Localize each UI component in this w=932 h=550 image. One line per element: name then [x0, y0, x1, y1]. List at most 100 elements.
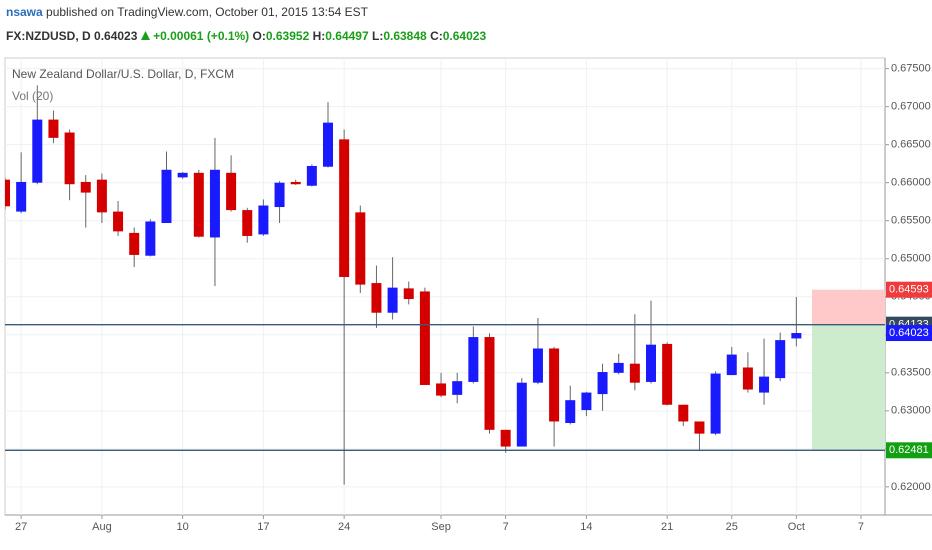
- candle-body: [484, 337, 495, 430]
- candle-body: [209, 169, 220, 238]
- plot-frame: [4, 57, 886, 516]
- candle-body: [258, 205, 269, 235]
- chart-title: New Zealand Dollar/U.S. Dollar, D, FXCM: [12, 67, 234, 81]
- candle-body: [355, 212, 366, 285]
- y-tick-label: 0.66000: [891, 177, 931, 189]
- candle-body: [468, 337, 479, 382]
- candle-body: [16, 181, 27, 212]
- candle-body: [129, 232, 140, 255]
- stop-label-box: [886, 281, 932, 298]
- candle-body: [64, 132, 75, 185]
- candle-body: [306, 165, 317, 186]
- candle-body: [516, 382, 527, 447]
- y-tick-label: 0.65500: [891, 215, 931, 227]
- candle-body: [274, 182, 285, 208]
- candle-body: [339, 139, 350, 277]
- candle-body: [500, 429, 511, 447]
- published-line: nsawa published on TradingView.com, Octo…: [6, 5, 368, 19]
- candle-body: [387, 287, 398, 313]
- candle-body: [646, 344, 656, 382]
- candle-body: [403, 288, 414, 300]
- candle-body: [32, 119, 43, 183]
- l-label: L:: [372, 29, 384, 43]
- price: 0.64023: [94, 29, 138, 43]
- x-tick-label: Aug: [92, 521, 112, 533]
- user[interactable]: nsawa: [6, 5, 43, 19]
- candle-body: [193, 172, 204, 237]
- candle-body: [113, 211, 124, 232]
- candle-body: [613, 362, 624, 373]
- x-tick-label: 7: [503, 521, 509, 533]
- up-arrow: [140, 31, 150, 40]
- x-tick-label: 14: [580, 521, 592, 533]
- candle-body: [145, 221, 156, 256]
- x-tick-label: 17: [257, 521, 269, 533]
- y-tick-label: 0.67000: [891, 101, 931, 113]
- x-tick-label: Oct: [788, 521, 805, 533]
- high: 0.64497: [325, 29, 369, 43]
- y-tick-label: 0.67500: [891, 63, 931, 75]
- candle-body: [5, 179, 10, 207]
- y-tick-label: 0.66500: [891, 139, 931, 151]
- c-label: C:: [430, 29, 443, 43]
- candle-body: [323, 122, 333, 167]
- candle-body: [436, 383, 447, 396]
- candle-body: [452, 381, 463, 395]
- close: 0.64023: [442, 29, 487, 43]
- candle-body: [96, 179, 107, 213]
- stop-label-text: 0.64593: [889, 284, 929, 296]
- plot-area: [5, 58, 885, 515]
- x-tick-label: 24: [338, 521, 350, 533]
- candle-body: [290, 181, 301, 185]
- candle-body: [549, 348, 560, 422]
- candle-body: [226, 172, 237, 211]
- candle-body: [742, 367, 753, 390]
- candle-body: [80, 181, 91, 193]
- candle-body: [759, 376, 770, 393]
- last-price-label-text: 0.64023: [889, 327, 929, 339]
- x-tick-label: 27: [15, 521, 27, 533]
- y-tick-label: 0.65000: [891, 253, 931, 265]
- stop-zone: [812, 289, 885, 325]
- y-tick-label: 0.63000: [891, 405, 931, 417]
- symbol: FX:NZDUSD, D: [6, 29, 91, 43]
- candle-body: [48, 119, 59, 138]
- candle-body: [177, 172, 188, 178]
- candle-body: [726, 354, 737, 376]
- x-tick-label: Sep: [431, 521, 451, 533]
- candle-body: [581, 392, 592, 411]
- candle-body: [597, 372, 608, 395]
- chart-subtitle: Vol (20): [12, 89, 53, 103]
- candle-body: [710, 373, 721, 434]
- candle-body: [678, 404, 689, 422]
- published: published on TradingView.com, October 01…: [46, 5, 369, 19]
- o-label: O:: [252, 29, 266, 43]
- x-tick-label: 21: [661, 521, 673, 533]
- candle-body: [791, 333, 802, 339]
- candle-body: [694, 421, 705, 434]
- candle-body: [629, 363, 640, 383]
- x-tick-label: 7: [858, 521, 864, 533]
- target-zone: [812, 324, 885, 451]
- y-tick-label: 0.63500: [891, 367, 931, 379]
- level-label-box: [886, 442, 932, 459]
- symbol-line: FX:NZDUSD, D 0.64023 +0.00061 (+0.1%) O:…: [6, 29, 486, 43]
- header: nsawa published on TradingView.com, Octo…: [0, 0, 932, 52]
- last-price-label-box: [886, 325, 932, 342]
- candle-body: [565, 400, 576, 423]
- candle-body: [532, 348, 543, 383]
- low: 0.63848: [383, 29, 427, 43]
- level-label-text: 0.62481: [889, 444, 929, 456]
- open: 0.63952: [265, 29, 310, 43]
- candle-body: [662, 343, 673, 405]
- h-label: H:: [312, 29, 326, 43]
- change: +0.00061 (+0.1%): [153, 29, 250, 43]
- candle-body: [161, 169, 172, 224]
- candle-body: [242, 210, 253, 236]
- x-tick-label: 10: [177, 521, 189, 533]
- x-tick-label: 25: [726, 521, 738, 533]
- y-tick-label: 0.62000: [891, 481, 931, 493]
- candle-body: [371, 283, 382, 313]
